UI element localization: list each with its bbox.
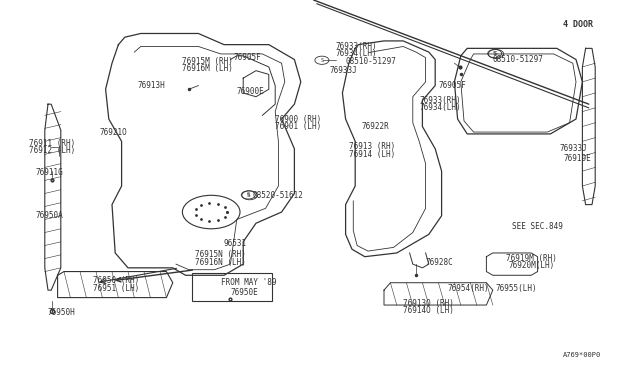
Text: 76950A: 76950A [35,211,63,220]
Text: 76933(RH): 76933(RH) [419,96,461,105]
Text: 76934(LH): 76934(LH) [419,103,461,112]
Text: 76933J: 76933J [560,144,588,153]
Text: 76916N (LH): 76916N (LH) [195,258,246,267]
Text: 76919M (RH): 76919M (RH) [506,254,556,263]
Text: 76905F: 76905F [438,81,466,90]
Text: 76915M (RH): 76915M (RH) [182,57,233,66]
Text: 76900 (RH): 76900 (RH) [275,115,321,124]
Text: 76928C: 76928C [426,258,453,267]
Text: 76921O: 76921O [99,128,127,137]
Text: 76916M (LH): 76916M (LH) [182,64,233,73]
Text: FROM MAY '89: FROM MAY '89 [221,278,276,287]
Text: S: S [494,51,498,57]
Text: 76901 (LH): 76901 (LH) [275,122,321,131]
Text: S: S [320,58,324,63]
Text: 76933J: 76933J [330,66,357,75]
Text: 76913H: 76913H [138,81,165,90]
Text: 4 DOOR: 4 DOOR [563,20,593,29]
Text: S: S [247,193,251,198]
Text: 08510-51297: 08510-51297 [346,57,396,66]
Text: 76950E: 76950E [230,288,258,296]
Text: SEE SEC.849: SEE SEC.849 [512,222,563,231]
Text: 76915N (RH): 76915N (RH) [195,250,246,259]
Text: 08510-51297: 08510-51297 [493,55,543,64]
Text: 76912 (LH): 76912 (LH) [29,146,75,155]
Text: 76951 (LH): 76951 (LH) [93,284,139,293]
Text: 76920M(LH): 76920M(LH) [509,262,555,270]
Text: 76933(RH): 76933(RH) [336,42,378,51]
Text: 76919E: 76919E [563,154,591,163]
Text: S: S [246,192,250,198]
Text: A769*00P0: A769*00P0 [563,352,602,358]
Text: 76950 (RH): 76950 (RH) [93,276,139,285]
Text: 76955(LH): 76955(LH) [496,284,538,293]
Text: 76954(RH): 76954(RH) [448,284,490,293]
Text: 08520-51612: 08520-51612 [253,191,303,200]
Text: 96531: 96531 [224,239,247,248]
Text: 76922R: 76922R [362,122,389,131]
Text: 76913 (RH): 76913 (RH) [349,142,395,151]
Text: 76900E: 76900E [237,87,264,96]
FancyBboxPatch shape [192,273,272,301]
Text: 76934(LH): 76934(LH) [336,49,378,58]
Text: 76911G: 76911G [35,169,63,177]
Text: 76914O (LH): 76914O (LH) [403,306,454,315]
Text: S: S [493,51,497,56]
Text: 76911 (RH): 76911 (RH) [29,139,75,148]
Text: 76914 (LH): 76914 (LH) [349,150,395,159]
Text: 76950H: 76950H [48,308,76,317]
Text: 76913O (RH): 76913O (RH) [403,299,454,308]
Text: 76905F: 76905F [234,53,261,62]
